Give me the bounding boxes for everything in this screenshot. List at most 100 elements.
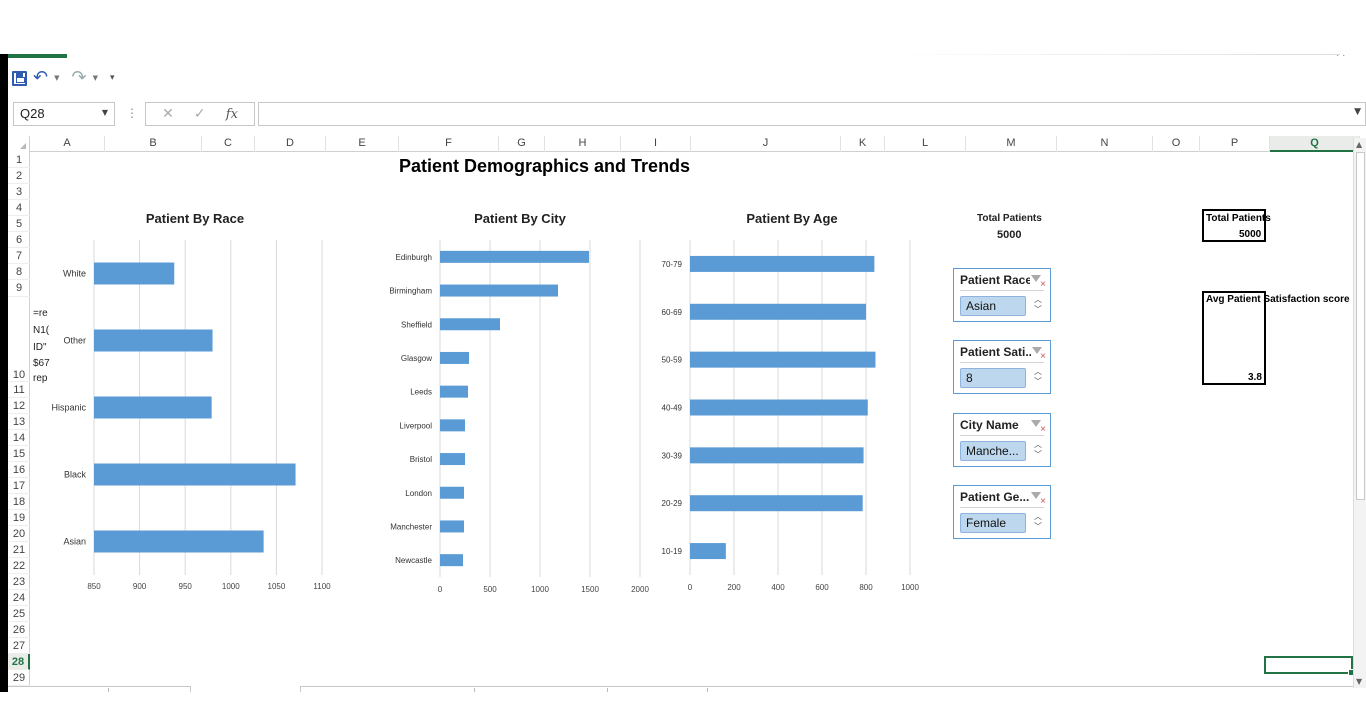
row-header-23[interactable]: 23 bbox=[8, 574, 30, 590]
slicer-item-selected[interactable]: Female bbox=[960, 513, 1026, 533]
row-header-24[interactable]: 24 bbox=[8, 590, 30, 606]
cell-fragment[interactable]: N1( bbox=[33, 325, 50, 336]
row-header-6[interactable]: 6 bbox=[8, 232, 30, 248]
cell-fragment[interactable]: $67 bbox=[33, 358, 50, 369]
x-tick-label: 1000 bbox=[222, 582, 240, 591]
column-header-h[interactable]: H bbox=[545, 136, 621, 152]
bar bbox=[440, 453, 465, 466]
slicer-city-name[interactable]: City Name Manche... ︿﹀ bbox=[953, 413, 1051, 467]
bar bbox=[690, 399, 868, 416]
row-header-8[interactable]: 8 bbox=[8, 264, 30, 280]
column-header-p[interactable]: P bbox=[1200, 136, 1270, 152]
row-header-12[interactable]: 12 bbox=[8, 398, 30, 414]
slicer-patient-gender[interactable]: Patient Ge... Female ︿﹀ bbox=[953, 485, 1051, 539]
scroll-down-icon[interactable]: ▼ bbox=[1356, 677, 1363, 686]
slicer-scroll-icon[interactable]: ︿ ﹀ bbox=[1034, 440, 1042, 459]
row-header-10[interactable]: 10 bbox=[8, 297, 30, 382]
row-header-20[interactable]: 20 bbox=[8, 526, 30, 542]
slicer-patient-race[interactable]: Patient Race Asian ︿﹀ bbox=[953, 268, 1051, 322]
row-header-22[interactable]: 22 bbox=[8, 558, 30, 574]
scroll-up-icon[interactable]: ▲ bbox=[1356, 140, 1363, 149]
column-header-n[interactable]: N bbox=[1057, 136, 1153, 152]
row-header-2[interactable]: 2 bbox=[8, 168, 30, 184]
clear-filter-icon[interactable] bbox=[1030, 419, 1046, 435]
scroll-thumb[interactable] bbox=[1356, 152, 1365, 500]
cancel-icon[interactable]: ✕ bbox=[162, 106, 174, 122]
column-header-k[interactable]: K bbox=[841, 136, 885, 152]
column-header-g[interactable]: G bbox=[499, 136, 545, 152]
customize-toolbar-icon[interactable]: ▾ bbox=[109, 73, 115, 83]
row-header-5[interactable]: 5 bbox=[8, 216, 30, 232]
formula-bar-grip-icon[interactable]: ⋮ bbox=[126, 106, 138, 120]
column-header-i[interactable]: I bbox=[621, 136, 691, 152]
cell-fragment[interactable]: =re bbox=[33, 308, 48, 319]
row-header-25[interactable]: 25 bbox=[8, 606, 30, 622]
column-header-c[interactable]: C bbox=[202, 136, 255, 152]
row-header-4[interactable]: 4 bbox=[8, 200, 30, 216]
column-header-o[interactable]: O bbox=[1153, 136, 1200, 152]
column-header-m[interactable]: M bbox=[966, 136, 1057, 152]
column-header-j[interactable]: J bbox=[691, 136, 841, 152]
row-header-29[interactable]: 29 bbox=[8, 670, 30, 686]
expand-formula-icon[interactable]: ▼ bbox=[1354, 107, 1361, 117]
select-all-corner[interactable] bbox=[8, 136, 30, 152]
row-header-16[interactable]: 16 bbox=[8, 462, 30, 478]
sheet-tab-area[interactable] bbox=[190, 686, 301, 692]
slicer-item-selected[interactable]: Manche... bbox=[960, 441, 1026, 461]
redo-icon[interactable]: ↷ bbox=[71, 67, 87, 88]
chart-title: Patient By Race bbox=[146, 211, 244, 226]
clear-filter-icon[interactable] bbox=[1031, 346, 1046, 362]
chart-patient-by-age[interactable]: Patient By Age 0 200 400 600 800 1000 70-79 60-6… bbox=[650, 205, 940, 600]
slicer-patient-satisfaction[interactable]: Patient Sati... 8 ︿﹀ bbox=[953, 340, 1051, 394]
row-header-9[interactable]: 9 bbox=[8, 280, 30, 297]
slicer-scroll-icon[interactable]: ︿ ﹀ bbox=[1034, 295, 1042, 314]
chart-patient-by-city[interactable]: Patient By City 0 500 1000 1500 2000 Edinburgh… bbox=[370, 205, 670, 600]
clear-filter-icon[interactable] bbox=[1030, 274, 1046, 290]
clear-filter-icon[interactable] bbox=[1030, 491, 1046, 507]
x-tick-label: 500 bbox=[483, 585, 497, 594]
row-header-19[interactable]: 19 bbox=[8, 510, 30, 526]
cell-fragment[interactable]: ID" bbox=[33, 342, 47, 353]
name-box[interactable]: Q28 ▼ bbox=[13, 102, 115, 126]
row-header-18[interactable]: 18 bbox=[8, 494, 30, 510]
insert-function-icon[interactable]: fx bbox=[225, 106, 238, 122]
column-header-q[interactable]: Q bbox=[1270, 136, 1360, 152]
slicer-scroll-icon[interactable]: ︿ ﹀ bbox=[1034, 512, 1042, 531]
cell-fragment[interactable]: rep bbox=[33, 373, 48, 384]
row-header-14[interactable]: 14 bbox=[8, 430, 30, 446]
column-header-f[interactable]: F bbox=[399, 136, 499, 152]
row-header-1[interactable]: 1 bbox=[8, 152, 30, 168]
column-header-l[interactable]: L bbox=[885, 136, 966, 152]
column-header-b[interactable]: B bbox=[105, 136, 202, 152]
row-header-3[interactable]: 3 bbox=[8, 184, 30, 200]
name-box-dropdown-icon[interactable]: ▼ bbox=[101, 108, 108, 117]
redo-dropdown-icon[interactable]: ▼ bbox=[92, 74, 98, 82]
slicer-item-selected[interactable]: 8 bbox=[960, 368, 1026, 388]
vertical-scrollbar[interactable]: ▲ ▼ bbox=[1353, 138, 1366, 688]
row-header-17[interactable]: 17 bbox=[8, 478, 30, 494]
formula-input[interactable]: ▼ bbox=[258, 102, 1366, 126]
row-header-26[interactable]: 26 bbox=[8, 622, 30, 638]
x-tick-label: 0 bbox=[688, 583, 693, 592]
row-header-28[interactable]: 28 bbox=[8, 654, 30, 670]
row-header-21[interactable]: 21 bbox=[8, 542, 30, 558]
column-header-d[interactable]: D bbox=[255, 136, 326, 152]
slicer-item-selected[interactable]: Asian bbox=[960, 296, 1026, 316]
row-header-11[interactable]: 11 bbox=[8, 382, 30, 398]
row-header-13[interactable]: 13 bbox=[8, 414, 30, 430]
enter-icon[interactable]: ✓ bbox=[193, 106, 206, 122]
column-header-a[interactable]: A bbox=[30, 136, 105, 152]
slicer-scroll-icon[interactable]: ︿ ﹀ bbox=[1034, 367, 1042, 386]
save-icon[interactable] bbox=[12, 70, 27, 86]
selected-cell[interactable] bbox=[1264, 656, 1355, 676]
more-dots-icon[interactable]: · · bbox=[1336, 50, 1346, 61]
row-header-27[interactable]: 27 bbox=[8, 638, 30, 654]
undo-dropdown-icon[interactable]: ▼ bbox=[54, 74, 60, 82]
row-header-15[interactable]: 15 bbox=[8, 446, 30, 462]
column-header-e[interactable]: E bbox=[326, 136, 399, 152]
undo-icon[interactable]: ↶ bbox=[33, 67, 49, 88]
chart-patient-by-race[interactable]: Patient By Race 850 900 950 1000 1050 1100 Whit… bbox=[40, 205, 350, 600]
row-header-7[interactable]: 7 bbox=[8, 248, 30, 264]
bar bbox=[440, 486, 464, 499]
